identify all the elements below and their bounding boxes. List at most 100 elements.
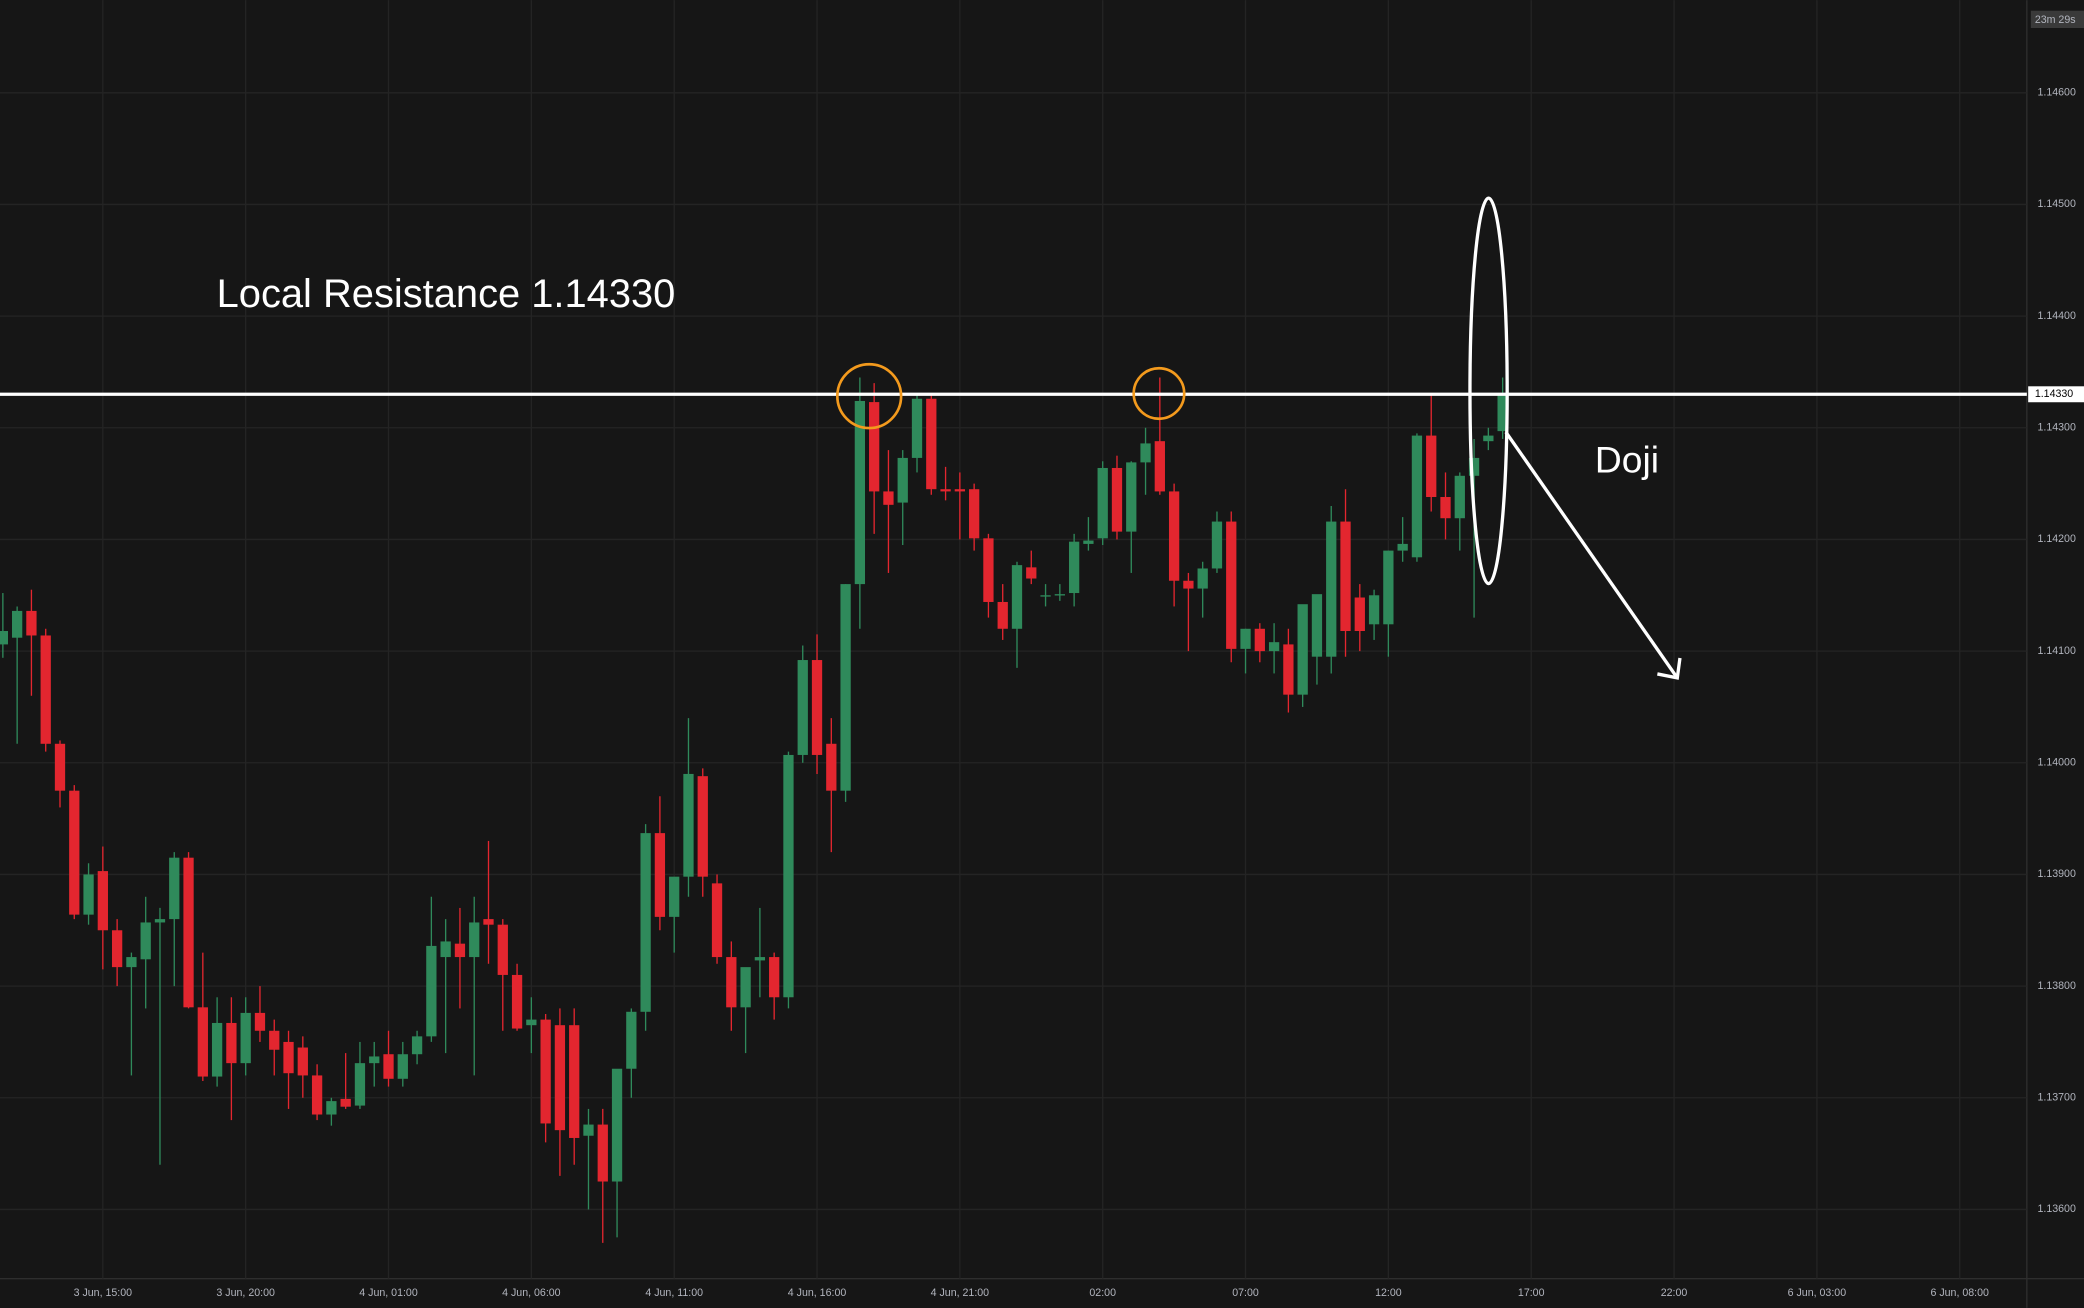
highlight-ellipse [1468,196,1509,586]
candle-body [297,1047,308,1076]
candle-body [54,743,66,791]
candle-body [711,883,723,958]
x-tick-label: 4 Jun, 06:00 [502,1287,561,1299]
candle-body [526,1019,537,1026]
resistance-label: 1.14330 [2035,388,2073,400]
candle-body [1340,521,1351,632]
candle-body [340,1098,351,1107]
candle-body [397,1054,408,1079]
candle-body [983,538,994,602]
candle-body [140,922,151,960]
candle-body [697,776,708,877]
y-tick-label: 1.13700 [2037,1092,2075,1104]
candle-body [669,876,680,917]
y-tick-label: 1.14300 [2037,422,2075,434]
candle-body [969,489,980,539]
candle-body [183,857,194,1008]
candle-body [1040,595,1051,597]
candle-body [769,957,780,998]
candle-body [583,1124,594,1136]
candle-body [354,1063,366,1106]
candle-body [1283,644,1294,695]
candle-body [497,924,508,975]
candle-body [1083,540,1094,544]
candle-body [1111,467,1123,532]
x-tick-label: 17:00 [1518,1287,1545,1299]
candle-body [426,945,437,1037]
candle-body [169,857,180,920]
arrow-shaft [1504,431,1679,679]
x-tick-label: 07:00 [1232,1287,1259,1299]
candle-body [1311,594,1323,657]
x-tick-label: 3 Jun, 15:00 [74,1287,133,1299]
candle-body [40,635,51,744]
candle-body [1154,441,1165,492]
y-tick-label: 1.14200 [2037,533,2075,545]
countdown: 23m 29s [2035,14,2076,26]
y-tick-label: 1.14400 [2037,310,2075,322]
candle-body [197,1007,208,1077]
candle-body [1354,597,1365,632]
y-tick-label: 1.14000 [2037,757,2075,769]
countdown-box [2030,10,2084,29]
candles [0,377,2027,1243]
candle-body [1268,642,1280,652]
candle-body [1254,628,1265,652]
candle-body [154,919,166,923]
candle-body [883,491,894,505]
candle-body [754,957,766,961]
candle-body [611,1068,623,1182]
candle-body [897,457,908,503]
x-tick-label: 3 Jun, 20:00 [216,1287,275,1299]
resistance-label-box [2028,386,2084,403]
x-tick-label: 22:00 [1661,1287,1688,1299]
candle-body [454,943,466,958]
candle-body [726,957,737,1008]
candle-body [740,967,751,1008]
candle-body [1383,550,1394,625]
candle-body [83,874,94,915]
candle-body [1011,565,1023,629]
candle-body [1326,521,1337,657]
candle-body [1397,543,1408,551]
candle-body [1068,541,1080,594]
annotation: Doji [1595,438,1659,480]
candle-body [1426,435,1437,498]
y-tick-label: 1.13800 [2037,980,2075,992]
candle-body [411,1036,423,1055]
candle-body [1240,628,1251,649]
candle-body [640,833,651,1012]
x-tick-label: 4 Jun, 11:00 [645,1287,703,1299]
candle-body [869,402,880,492]
candle-body [569,1025,580,1138]
x-tick-label: 12:00 [1375,1287,1402,1299]
candle-body [1126,462,1137,532]
candle-body [926,398,937,490]
candle-body [1097,467,1108,539]
candle-body [1054,594,1065,596]
y-tick-label: 1.14100 [2037,645,2075,657]
candle-body [240,1012,251,1064]
candle-body [997,601,1008,629]
highlight-circle [1132,366,1186,421]
candle-body [126,957,137,968]
candle-body [826,743,837,791]
candle-body [1211,521,1223,569]
candle-body [1140,443,1151,463]
candle-body [26,610,37,636]
candle-body [1183,580,1194,589]
candle-body [211,1022,223,1077]
candle-body [597,1124,608,1182]
candle-body [440,941,451,958]
overlay [835,196,1682,680]
candle-body [1411,435,1423,558]
y-tick-label: 1.14600 [2037,87,2075,99]
candle-body [840,584,851,791]
candle-body [1297,604,1308,695]
candle-body [783,754,794,998]
candle-body [1197,568,1208,589]
candle-body [1226,521,1237,649]
x-tick-label: 4 Jun, 21:00 [931,1287,990,1299]
